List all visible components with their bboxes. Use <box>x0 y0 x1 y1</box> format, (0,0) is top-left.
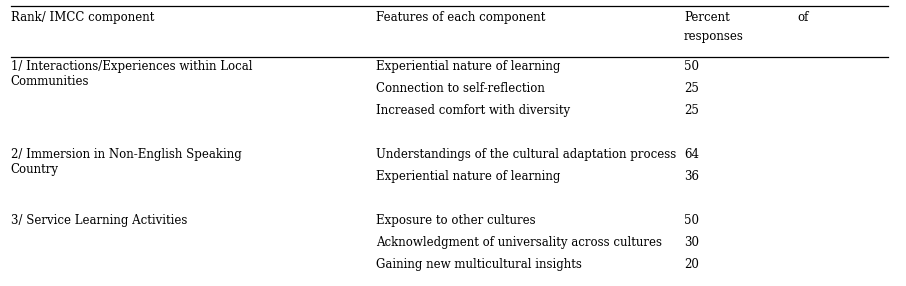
Text: 64: 64 <box>684 148 699 161</box>
Text: 25: 25 <box>684 104 699 117</box>
Text: 36: 36 <box>684 170 699 183</box>
Text: Rank/ IMCC component: Rank/ IMCC component <box>11 11 154 24</box>
Text: 25: 25 <box>684 82 699 95</box>
Text: Features of each component: Features of each component <box>376 11 545 24</box>
Text: Percent: Percent <box>684 11 729 24</box>
Text: Exposure to other cultures: Exposure to other cultures <box>376 214 535 227</box>
Text: Understandings of the cultural adaptation process: Understandings of the cultural adaptatio… <box>376 148 676 161</box>
Text: 2/ Immersion in Non-English Speaking
Country: 2/ Immersion in Non-English Speaking Cou… <box>11 148 242 176</box>
Text: Connection to self-reflection: Connection to self-reflection <box>376 82 545 95</box>
Text: of: of <box>797 11 809 24</box>
Text: responses: responses <box>684 30 744 43</box>
Text: 3/ Service Learning Activities: 3/ Service Learning Activities <box>11 214 188 227</box>
Text: 1/ Interactions/Experiences within Local
Communities: 1/ Interactions/Experiences within Local… <box>11 60 253 88</box>
Text: Increased comfort with diversity: Increased comfort with diversity <box>376 104 570 117</box>
Text: Experiential nature of learning: Experiential nature of learning <box>376 170 561 183</box>
Text: 20: 20 <box>684 258 699 271</box>
Text: Acknowledgment of universality across cultures: Acknowledgment of universality across cu… <box>376 236 662 249</box>
Text: 50: 50 <box>684 60 699 73</box>
Text: Gaining new multicultural insights: Gaining new multicultural insights <box>376 258 582 271</box>
Text: 30: 30 <box>684 236 699 249</box>
Text: 50: 50 <box>684 214 699 227</box>
Text: Experiential nature of learning: Experiential nature of learning <box>376 60 561 73</box>
